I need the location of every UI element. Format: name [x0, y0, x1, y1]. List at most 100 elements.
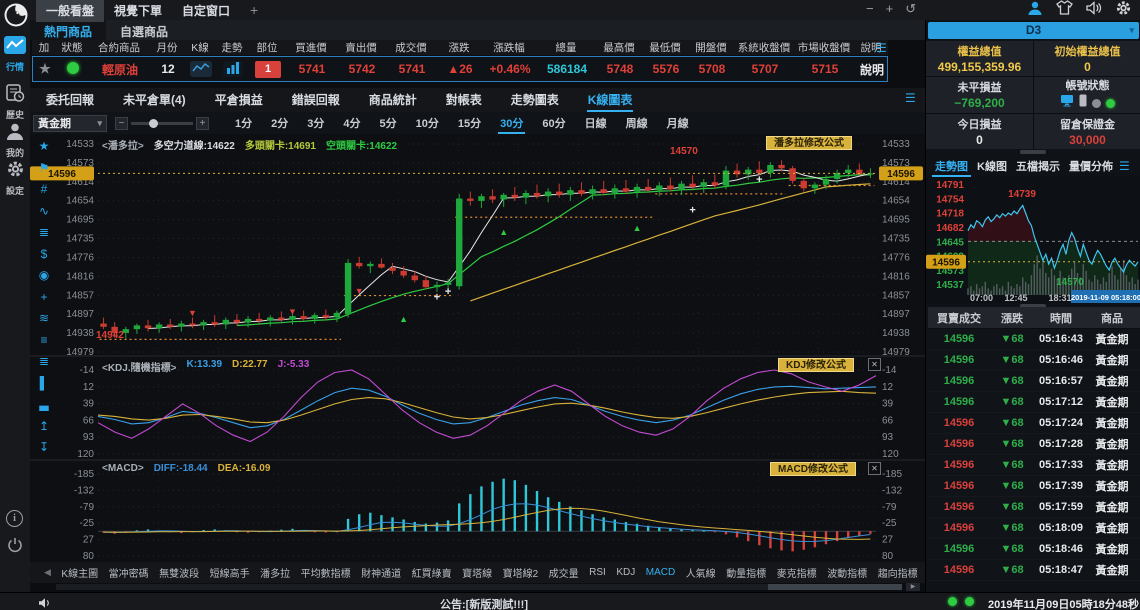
symbol-select[interactable]: 黃金期 ▾	[33, 115, 107, 132]
timeframe-button[interactable]: 15分	[456, 113, 483, 134]
trade-row[interactable]: 14596▼6805:17:33黃金期	[928, 455, 1140, 476]
user-icon[interactable]	[1027, 0, 1043, 21]
steps-icon[interactable]: ▃	[39, 398, 48, 411]
wave-icon[interactable]: ∿	[39, 205, 49, 218]
zoom-slider[interactable]	[131, 122, 193, 125]
indicator-item[interactable]: 財神通道	[361, 565, 401, 580]
flag-icon[interactable]: ⚑	[39, 162, 50, 175]
kline-chart-svg[interactable]: 1453314533145731457314614146141465414654…	[30, 134, 925, 562]
bar-icon[interactable]: ▌	[40, 377, 49, 390]
timeframe-button[interactable]: 3分	[305, 113, 326, 134]
indicator-item[interactable]: 動量指標	[726, 565, 766, 580]
lines-icon[interactable]: ≡	[40, 334, 47, 347]
panel-tab[interactable]: 走勢图	[932, 156, 971, 177]
position-badge[interactable]: 1	[249, 61, 287, 78]
menu-item[interactable]: 一般看盤	[36, 0, 104, 22]
report-tab[interactable]: 平倉損益	[214, 88, 264, 112]
indicator-item[interactable]: 潘多拉	[260, 565, 290, 580]
panel-tab[interactable]: 量價分佈	[1066, 156, 1116, 177]
panel-resize-handle[interactable]	[1020, 150, 1046, 154]
info-icon[interactable]: i	[6, 510, 23, 527]
trade-row[interactable]: 14596▼6805:17:59黃金期	[928, 497, 1140, 518]
watchlist-row[interactable]: ★輕原油121574157425741▲26+0.46%586184574855…	[32, 56, 888, 82]
menu-item[interactable]: 自定窗口	[172, 0, 240, 22]
add-layout-tab-button[interactable]: +	[240, 2, 268, 18]
report-tab[interactable]: 委托回報	[45, 88, 95, 112]
indicator-item[interactable]: 成交量	[549, 565, 579, 580]
sidebar-item-mine[interactable]: 我的	[0, 122, 30, 159]
macd-close-icon[interactable]: ✕	[868, 462, 881, 475]
indicator-item[interactable]: 無雙波段	[159, 565, 199, 580]
trade-row[interactable]: 14596▼6805:16:57黃金期	[928, 371, 1140, 392]
indicator-item[interactable]: 寶塔線	[462, 565, 492, 580]
timeframe-button[interactable]: 30分	[498, 113, 525, 134]
report-tab[interactable]: 走勢圖表	[510, 88, 560, 112]
indicator-item[interactable]: RSI	[589, 567, 606, 578]
report-tab[interactable]: 錯誤回報	[291, 88, 341, 112]
indicator-item[interactable]: 趨向指標	[878, 565, 918, 580]
timeframe-button[interactable]: 60分	[540, 113, 567, 134]
trade-row[interactable]: 14596▼6805:17:24黃金期	[928, 413, 1140, 434]
watchlist-menu-icon[interactable]: ☰	[876, 42, 887, 54]
timeframe-button[interactable]: 2分	[269, 113, 290, 134]
indicator-item[interactable]: 平均數指標	[301, 565, 351, 580]
indicator-item[interactable]: MACD	[646, 567, 675, 578]
report-tab[interactable]: 未平倉單(4)	[122, 88, 187, 112]
grid-icon[interactable]: #	[41, 183, 48, 196]
account-selector[interactable]: D3 ▾	[928, 22, 1139, 39]
indicator-item[interactable]: 麥克指標	[777, 565, 817, 580]
timeframe-button[interactable]: 日線	[583, 113, 609, 134]
crosshair-icon[interactable]: +	[40, 291, 47, 304]
menu-item[interactable]: 視覺下單	[104, 0, 172, 22]
indicator-item[interactable]: K線主圖	[61, 565, 98, 580]
panel-tab[interactable]: K線图	[974, 156, 1010, 177]
scrollbar-end-button[interactable]: ▶	[906, 583, 920, 591]
trade-row[interactable]: 14596▼6805:16:43黃金期	[928, 329, 1140, 350]
panel-tab[interactable]: 五檔揭示	[1013, 156, 1063, 177]
report-tab[interactable]: K線圖表	[587, 88, 634, 112]
sound-icon[interactable]	[1086, 1, 1102, 20]
theme-shirt-icon[interactable]	[1056, 0, 1073, 20]
timeframe-button[interactable]: 周線	[624, 113, 650, 134]
currency-icon[interactable]: $	[41, 248, 48, 261]
panel-tabs-menu-icon[interactable]: ☰	[1119, 160, 1130, 172]
indicator-item[interactable]: 短線高手	[210, 565, 250, 580]
macd-formula-button[interactable]: MACD修改公式	[770, 462, 856, 476]
favorite-icon[interactable]: ★	[39, 140, 50, 153]
indicator-item[interactable]: 當冲密碼	[109, 565, 149, 580]
sidebar-item-history[interactable]: 歷史	[0, 84, 30, 121]
indicator-item[interactable]: 人氣線	[686, 565, 716, 580]
minimize-button[interactable]: −	[866, 1, 874, 17]
scroll-left-icon[interactable]: ◀	[44, 567, 51, 578]
sidebar-item-settings[interactable]: 設定	[0, 160, 30, 197]
kline-icon[interactable]	[185, 61, 217, 77]
indicator-item[interactable]: 波動指標	[827, 565, 867, 580]
restore-button[interactable]: ↺	[905, 1, 916, 17]
power-icon[interactable]	[6, 536, 24, 559]
watchlist-tab[interactable]: 熱門商品	[30, 20, 106, 40]
report-tab[interactable]: 商品統計	[368, 88, 418, 112]
trade-row[interactable]: 14596▼6805:16:46黃金期	[928, 350, 1140, 371]
trade-row[interactable]: 14596▼6805:18:47黃金期	[928, 560, 1140, 581]
zoom-slider-thumb[interactable]	[149, 119, 158, 128]
watchlist-tab[interactable]: 自選商品	[106, 20, 182, 40]
trade-row[interactable]: 14596▼6805:18:46黃金期	[928, 539, 1140, 560]
trade-row[interactable]: 14596▼6805:17:28黃金期	[928, 434, 1140, 455]
trade-row[interactable]: 14596▼6805:18:09黃金期	[928, 518, 1140, 539]
target-icon[interactable]: ◉	[39, 269, 49, 282]
timeframe-button[interactable]: 10分	[414, 113, 441, 134]
kdj-formula-button[interactable]: KDJ修改公式	[778, 358, 854, 372]
zoom-out-button[interactable]: −	[115, 117, 128, 130]
arrow-up-icon[interactable]: ↥	[39, 420, 49, 433]
trade-row[interactable]: 14596▼6805:17:39黃金期	[928, 476, 1140, 497]
timeframe-button[interactable]: 4分	[341, 113, 362, 134]
indicator-item[interactable]: 寶塔線2	[503, 565, 539, 580]
lines2-icon[interactable]: ≣	[39, 355, 49, 368]
list-icon[interactable]: ≣	[39, 226, 49, 239]
arrow-down-icon[interactable]: ↧	[39, 441, 49, 454]
report-tab[interactable]: 對帳表	[445, 88, 483, 112]
favorite-star-icon[interactable]: ★	[33, 61, 57, 77]
trend-bars-icon[interactable]	[217, 61, 249, 77]
trade-row[interactable]: 14596▼6805:17:12黃金期	[928, 392, 1140, 413]
kdj-close-icon[interactable]: ✕	[868, 358, 881, 371]
